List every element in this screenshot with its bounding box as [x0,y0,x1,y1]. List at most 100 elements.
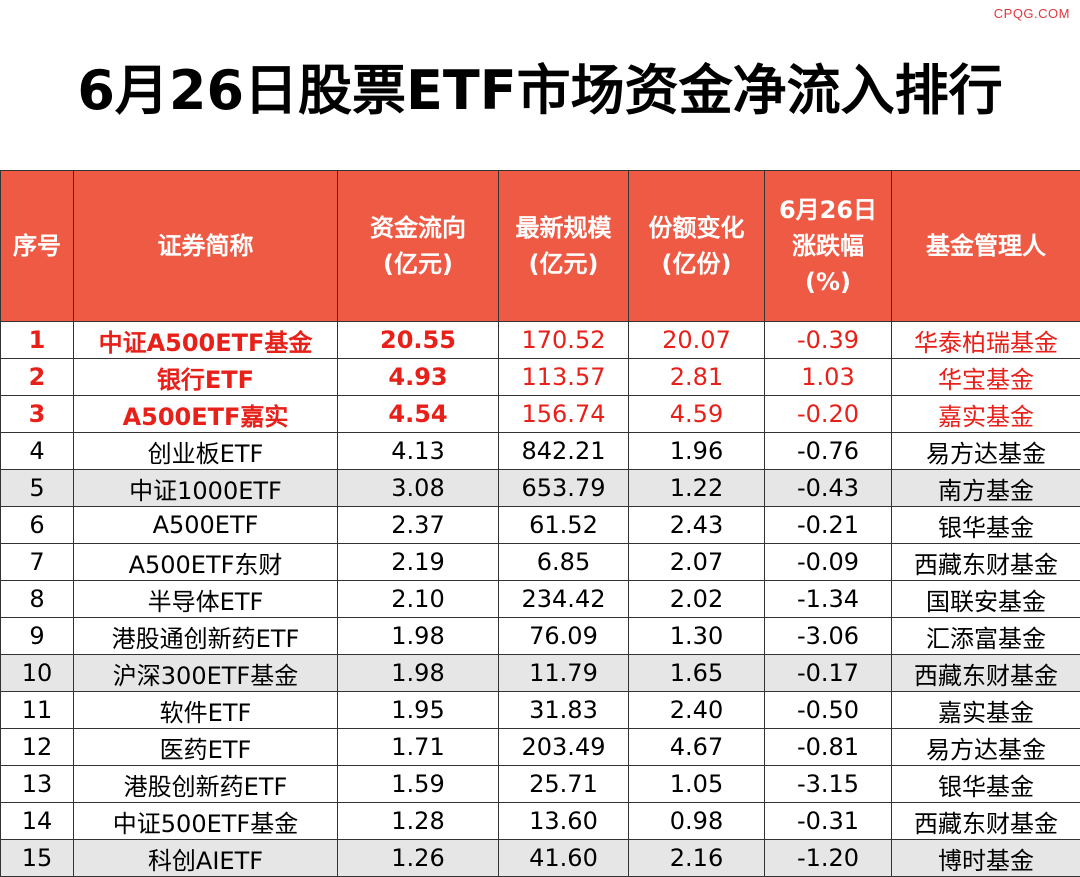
latest-scale-cell: 41.60 [499,840,629,877]
security-name-cell: 港股创新药ETF [74,766,338,803]
fund-manager-cell: 西藏东财基金 [892,544,1080,581]
security-name-cell: 医药ETF [74,729,338,766]
price-change-cell: -0.20 [765,396,892,433]
fund-flow-cell: 4.54 [338,396,499,433]
row-number-cell: 11 [1,692,74,729]
latest-scale-cell: 11.79 [499,655,629,692]
fund-flow-cell: 1.28 [338,803,499,840]
security-name-cell: A500ETF东财 [74,544,338,581]
fund-flow-cell: 2.10 [338,581,499,618]
header-manager: 基金管理人 [892,171,1080,322]
security-name-cell: 港股通创新药ETF [74,618,338,655]
share-change-cell: 4.59 [629,396,765,433]
header-label-line: (亿元) [338,246,498,282]
fund-manager-cell: 华泰柏瑞基金 [892,322,1080,359]
price-change-cell: -3.15 [765,766,892,803]
price-change-cell: 1.03 [765,359,892,396]
latest-scale-cell: 31.83 [499,692,629,729]
price-change-cell: -0.76 [765,433,892,470]
row-number-cell: 13 [1,766,74,803]
header-label-line: 证券简称 [74,228,337,264]
fund-manager-cell: 银华基金 [892,766,1080,803]
header-label-line: 涨跌幅 [765,228,891,264]
fund-flow-cell: 20.55 [338,322,499,359]
security-name-cell: A500ETF [74,507,338,544]
fund-manager-cell: 西藏东财基金 [892,803,1080,840]
fund-manager-cell: 国联安基金 [892,581,1080,618]
fund-flow-cell: 1.98 [338,655,499,692]
latest-scale-cell: 13.60 [499,803,629,840]
row-number-cell: 12 [1,729,74,766]
fund-flow-cell: 1.98 [338,618,499,655]
row-number-cell: 3 [1,396,74,433]
share-change-cell: 2.07 [629,544,765,581]
price-change-cell: -0.31 [765,803,892,840]
fund-flow-cell: 2.37 [338,507,499,544]
latest-scale-cell: 842.21 [499,433,629,470]
price-change-cell: -0.39 [765,322,892,359]
header-label-line: 序号 [1,228,73,264]
header-share: 份额变化(亿份) [629,171,765,322]
header-label-line: (亿份) [629,246,764,282]
fund-manager-cell: 博时基金 [892,840,1080,877]
price-change-cell: -1.20 [765,840,892,877]
fund-flow-cell: 1.95 [338,692,499,729]
header-no: 序号 [1,171,74,322]
latest-scale-cell: 6.85 [499,544,629,581]
row-number-cell: 1 [1,322,74,359]
fund-manager-cell: 汇添富基金 [892,618,1080,655]
share-change-cell: 2.43 [629,507,765,544]
latest-scale-cell: 203.49 [499,729,629,766]
share-change-cell: 1.96 [629,433,765,470]
row-number-cell: 15 [1,840,74,877]
share-change-cell: 2.81 [629,359,765,396]
header-change: 6月26日涨跌幅(%) [765,171,892,322]
security-name-cell: 银行ETF [74,359,338,396]
latest-scale-cell: 76.09 [499,618,629,655]
fund-flow-cell: 1.59 [338,766,499,803]
latest-scale-cell: 61.52 [499,507,629,544]
latest-scale-cell: 653.79 [499,470,629,507]
security-name-cell: 创业板ETF [74,433,338,470]
fund-manager-cell: 嘉实基金 [892,692,1080,729]
row-number-cell: 4 [1,433,74,470]
security-name-cell: 沪深300ETF基金 [74,655,338,692]
latest-scale-cell: 25.71 [499,766,629,803]
row-number-cell: 9 [1,618,74,655]
share-change-cell: 1.05 [629,766,765,803]
fund-manager-cell: 易方达基金 [892,433,1080,470]
header-scale: 最新规模(亿元) [499,171,629,322]
fund-manager-cell: 南方基金 [892,470,1080,507]
etf-ranking-table: 序号 证券简称 资金流向(亿元) 最新规模(亿元) 份额变化(亿份) 6月26日… [0,170,1080,877]
header-label-line: 资金流向 [338,210,498,246]
security-name-cell: A500ETF嘉实 [74,396,338,433]
header-row: 序号 证券简称 资金流向(亿元) 最新规模(亿元) 份额变化(亿份) 6月26日… [1,171,1080,322]
security-name-cell: 中证1000ETF [74,470,338,507]
fund-manager-cell: 嘉实基金 [892,396,1080,433]
share-change-cell: 4.67 [629,729,765,766]
page-title: 6月26日股票ETF市场资金净流入排行 [0,0,1080,170]
fund-manager-cell: 西藏东财基金 [892,655,1080,692]
fund-manager-cell: 银华基金 [892,507,1080,544]
header-flow: 资金流向(亿元) [338,171,499,322]
fund-manager-cell: 易方达基金 [892,729,1080,766]
fund-flow-cell: 4.93 [338,359,499,396]
share-change-cell: 1.22 [629,470,765,507]
fund-flow-cell: 3.08 [338,470,499,507]
price-change-cell: -1.34 [765,581,892,618]
price-change-cell: -0.17 [765,655,892,692]
security-name-cell: 科创AIETF [74,840,338,877]
latest-scale-cell: 170.52 [499,322,629,359]
fund-flow-cell: 1.26 [338,840,499,877]
row-number-cell: 7 [1,544,74,581]
header-label-line: (%) [765,264,891,300]
share-change-cell: 2.16 [629,840,765,877]
fund-flow-cell: 1.71 [338,729,499,766]
